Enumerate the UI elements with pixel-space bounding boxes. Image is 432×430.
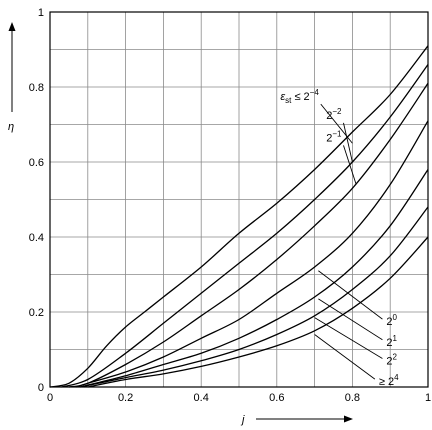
x-tick-label: 1	[425, 392, 431, 404]
y-tick-label: 1	[38, 7, 44, 19]
leader-line	[314, 334, 376, 380]
label-leaders	[314, 103, 383, 380]
y-tick-label: 0.4	[29, 232, 44, 244]
x-axis-ticks: 0 0.2 0.4 0.6 0.8 1	[47, 392, 431, 404]
leader-line	[318, 298, 383, 341]
y-axis-arrowhead	[8, 22, 16, 31]
series-line-3	[76, 120, 429, 388]
series-labels: εst ≤ 2−4 2−2 2−1 20 21 22 ≥ 24	[280, 88, 399, 388]
y-tick-label: 0.6	[29, 157, 44, 169]
x-tick-label: 0.2	[118, 392, 133, 404]
series-line-0	[49, 45, 429, 388]
series-line-6	[87, 236, 429, 388]
y-axis-ticks: 0 0.2 0.4 0.6 0.8 1	[29, 7, 44, 394]
grid	[50, 12, 428, 387]
leader-line	[318, 270, 383, 320]
series-line-2	[68, 82, 429, 388]
series-label: 22	[386, 353, 397, 368]
series-line-4	[80, 169, 429, 388]
y-tick-label: 0.2	[29, 307, 44, 319]
leader-line	[314, 317, 383, 359]
x-axis-arrowhead	[344, 415, 353, 423]
series-label: εst ≤ 2−4	[280, 88, 319, 105]
series-line-5	[82, 206, 429, 388]
series-label: 2−2	[326, 107, 342, 122]
series-label: ≥ 24	[379, 373, 399, 388]
x-tick-label: 0.4	[194, 392, 209, 404]
series-label: 21	[386, 334, 397, 349]
series-label: 2−1	[326, 129, 342, 144]
plot-frame	[49, 11, 429, 388]
series-label: 20	[386, 313, 397, 328]
y-tick-label: 0	[38, 382, 44, 394]
y-axis-label: η	[8, 121, 14, 133]
leader-line	[343, 145, 357, 185]
x-tick-label: 0.8	[345, 392, 360, 404]
x-tick-label: 0.6	[269, 392, 284, 404]
y-tick-label: 0.8	[29, 82, 44, 94]
x-axis-label: j	[240, 414, 245, 426]
x-tick-label: 0	[47, 392, 53, 404]
leader-line	[320, 103, 353, 144]
series-curves	[49, 45, 429, 388]
series-line-1	[61, 64, 429, 388]
leader-line	[343, 122, 353, 163]
